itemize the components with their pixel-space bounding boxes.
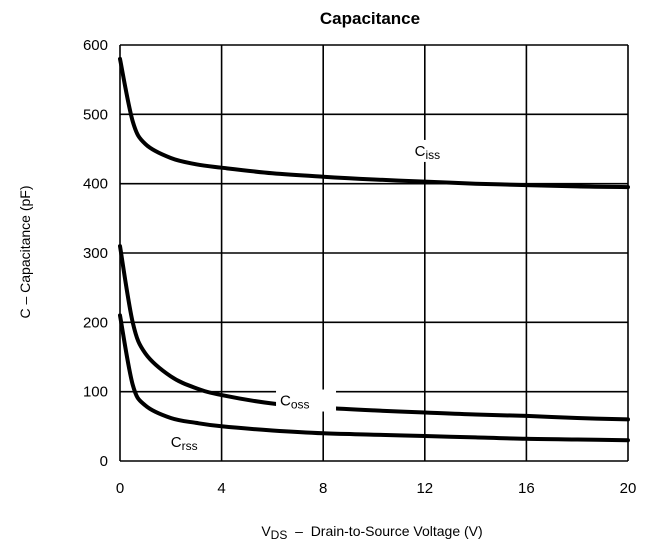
tick-labels: 0 100 200 300 400 500 600 0 4 8 12 16 20: [83, 37, 636, 497]
y-tick-label-200: 200: [83, 314, 108, 331]
x-tick-label-12: 12: [416, 480, 433, 497]
x-axis-label: VDS – Drain-to-Source Voltage (V): [261, 523, 482, 542]
series-line-coss: [118, 244, 630, 422]
series-label-sub: rss: [182, 439, 198, 453]
series-label-bg-ciss: [410, 139, 451, 162]
x-tick-label-20: 20: [620, 480, 637, 497]
x-axis-label-main: V: [261, 523, 271, 539]
series-label-sub: oss: [291, 398, 310, 412]
y-tick-label-300: 300: [83, 245, 108, 262]
x-tick-label-16: 16: [518, 480, 535, 497]
y-axis-label: C – Capacitance (pF): [17, 185, 33, 318]
x-axis-label-rest: – Drain-to-Source Voltage (V): [287, 523, 482, 539]
y-tick-label-100: 100: [83, 384, 108, 401]
series-label-coss: Coss: [280, 393, 310, 412]
series-line-crss: [118, 313, 630, 443]
y-tick-label-400: 400: [83, 176, 108, 193]
x-tick-label-0: 0: [116, 480, 124, 497]
series-label-ciss: Ciss: [415, 143, 441, 162]
x-tick-label-8: 8: [319, 480, 327, 497]
series-layer: [118, 56, 630, 443]
y-tick-label-500: 500: [83, 106, 108, 123]
series-label-crss: Crss: [171, 434, 198, 453]
chart-title: Capacitance: [320, 9, 420, 28]
series-label-main: C: [415, 143, 426, 160]
series-label-bg-coss: [276, 389, 337, 412]
y-tick-label-600: 600: [83, 37, 108, 54]
series-label-main: C: [280, 393, 291, 410]
x-axis-label-sub: DS: [271, 528, 288, 542]
grid-layer: [119, 44, 629, 462]
series-label-bg-crss: [166, 431, 213, 454]
series-label-sub: iss: [425, 148, 440, 162]
y-tick-label-0: 0: [100, 453, 108, 470]
series-line-ciss: [118, 56, 630, 190]
series-label-main: C: [171, 434, 182, 451]
x-tick-label-4: 4: [217, 480, 225, 497]
